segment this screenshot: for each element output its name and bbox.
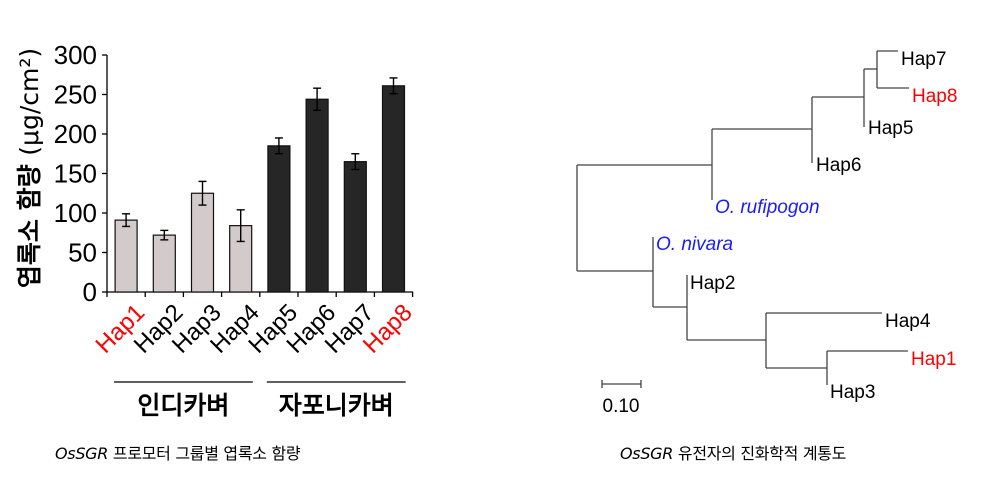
tree-leaf-hap7: Hap7 bbox=[901, 49, 946, 70]
group-label-1: 자포니카벼 bbox=[279, 391, 394, 420]
phylogenetic-tree bbox=[576, 50, 909, 385]
bar-hap2 bbox=[152, 229, 176, 293]
tree-leaf-hap5: Hap5 bbox=[868, 118, 913, 139]
y-tick-label: 200 bbox=[54, 119, 97, 149]
scale-bar: 0.10 bbox=[601, 380, 642, 417]
tree-caption: OsSGR 유전자의 진화학적 계통도 bbox=[620, 440, 846, 464]
bar-chart-caption: OsSGR 프로모터 그룹별 엽록소 함량 bbox=[55, 440, 301, 464]
y-tick-label: 250 bbox=[54, 80, 97, 110]
svg-text:0.10: 0.10 bbox=[603, 396, 640, 417]
y-tick-label: 300 bbox=[54, 40, 97, 70]
tree-leaf-hap3: Hap3 bbox=[830, 382, 875, 403]
tree-leaf-o-nivara: O. nivara bbox=[656, 234, 733, 255]
bar-series bbox=[114, 77, 406, 293]
bar-hap1 bbox=[114, 213, 138, 293]
chart-axes: 0 50 100 150 200 250 300 bbox=[54, 40, 414, 307]
tree-leaf-o-rufipogon: O. rufipogon bbox=[715, 197, 820, 218]
y-tick-label: 50 bbox=[68, 238, 97, 268]
tree-leaf-hap6: Hap6 bbox=[816, 155, 861, 176]
bar-hap3 bbox=[190, 180, 215, 293]
svg-text:엽록소 함량 (μg/cm²): 엽록소 함량 (μg/cm²) bbox=[15, 48, 44, 288]
y-tick-label: 150 bbox=[54, 159, 97, 189]
bar-hap5 bbox=[267, 137, 291, 293]
bar-hap6 bbox=[305, 87, 329, 293]
y-tick-label: 100 bbox=[54, 198, 97, 228]
tree-leaf-hap4: Hap4 bbox=[885, 311, 931, 332]
bar-hap4 bbox=[229, 209, 253, 293]
tree-leaf-labels: Hap7 Hap8 Hap5 Hap6 O. rufipogon O. nivara Hap… bbox=[656, 49, 957, 403]
bar-hap7 bbox=[343, 153, 367, 293]
group-label-0: 인디카벼 bbox=[137, 391, 229, 420]
caption-text: 프로모터 그룹별 엽록소 함량 bbox=[108, 444, 301, 463]
y-axis-title: 엽록소 함량 bbox=[15, 156, 44, 288]
caption-gene-name: OsSGR bbox=[55, 444, 109, 463]
caption-text: 유전자의 진화학적 계통도 bbox=[673, 444, 847, 463]
caption-gene-name: OsSGR bbox=[620, 444, 674, 463]
y-tick-label: 0 bbox=[83, 277, 97, 307]
group-labels: 인디카벼 자포니카벼 bbox=[114, 381, 406, 420]
tree-leaf-hap2: Hap2 bbox=[690, 273, 735, 294]
y-axis-label: 엽록소 함량 (μg/cm²) bbox=[15, 48, 44, 288]
tree-leaf-hap8: Hap8 bbox=[912, 86, 957, 107]
y-axis-unit: (μg/cm²) bbox=[15, 48, 44, 156]
tree-leaf-hap1: Hap1 bbox=[911, 349, 956, 370]
bar-hap8 bbox=[381, 77, 406, 293]
